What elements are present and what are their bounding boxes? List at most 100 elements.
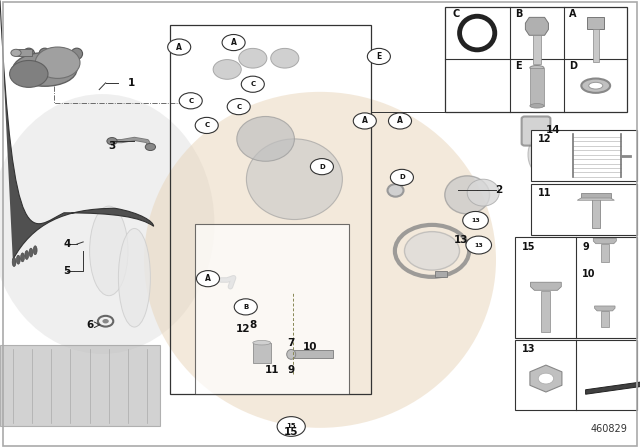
Text: 9: 9 [582, 242, 589, 252]
Polygon shape [530, 365, 562, 392]
Bar [291, 350, 333, 358]
Ellipse shape [581, 78, 610, 93]
Text: 13: 13 [474, 242, 483, 248]
Text: 10: 10 [582, 269, 596, 279]
Bar [530, 68, 544, 106]
Bar [16, 49, 32, 56]
FancyBboxPatch shape [522, 116, 550, 146]
Ellipse shape [237, 116, 294, 161]
Ellipse shape [90, 206, 128, 296]
Circle shape [213, 60, 241, 79]
Bar [588, 17, 604, 29]
Circle shape [179, 93, 202, 109]
Circle shape [463, 211, 488, 229]
Text: 15: 15 [284, 427, 298, 437]
Bar [601, 311, 609, 327]
Text: C: C [188, 98, 193, 104]
Bar [593, 29, 599, 62]
Circle shape [388, 113, 412, 129]
Text: 11: 11 [265, 365, 279, 375]
Circle shape [390, 169, 413, 185]
Ellipse shape [13, 52, 77, 86]
Bar [592, 199, 600, 228]
Circle shape [241, 76, 264, 92]
Text: C: C [452, 9, 460, 19]
Ellipse shape [445, 176, 490, 214]
Text: 1: 1 [127, 78, 135, 88]
Polygon shape [586, 379, 640, 394]
Text: E: E [376, 52, 381, 61]
Circle shape [145, 143, 156, 151]
Circle shape [234, 299, 257, 315]
Text: 13: 13 [522, 344, 535, 353]
Circle shape [11, 49, 21, 56]
Text: E: E [515, 61, 522, 71]
Bar [531, 184, 637, 235]
Text: B: B [243, 304, 248, 310]
Circle shape [102, 319, 109, 323]
Text: A: A [176, 43, 182, 52]
Ellipse shape [39, 48, 51, 60]
Ellipse shape [29, 248, 33, 257]
Bar [515, 340, 637, 410]
Circle shape [353, 113, 376, 129]
Text: A: A [205, 274, 211, 283]
Text: B: B [515, 9, 522, 19]
Ellipse shape [144, 92, 496, 428]
Circle shape [367, 48, 390, 65]
Circle shape [222, 34, 245, 51]
Circle shape [538, 373, 554, 384]
Bar [170, 25, 371, 394]
Ellipse shape [253, 340, 271, 345]
Bar [253, 343, 271, 363]
Text: 11: 11 [538, 188, 551, 198]
Ellipse shape [17, 255, 20, 264]
Text: A: A [397, 116, 403, 125]
Text: A: A [230, 38, 237, 47]
Ellipse shape [589, 82, 603, 89]
Ellipse shape [12, 258, 16, 267]
Circle shape [404, 232, 460, 270]
Ellipse shape [118, 228, 150, 327]
Ellipse shape [246, 139, 342, 220]
Ellipse shape [388, 184, 404, 197]
Text: 2: 2 [495, 185, 503, 195]
Polygon shape [525, 17, 548, 35]
Circle shape [227, 99, 250, 115]
Circle shape [35, 47, 80, 78]
Text: 14: 14 [547, 125, 561, 135]
Polygon shape [593, 238, 616, 244]
Text: 8: 8 [249, 320, 257, 330]
Ellipse shape [25, 250, 29, 259]
Text: D: D [319, 164, 324, 170]
Text: C: C [236, 103, 241, 110]
PathPatch shape [13, 208, 154, 260]
Text: 10: 10 [303, 342, 317, 352]
Ellipse shape [528, 135, 554, 174]
Circle shape [271, 48, 299, 68]
Text: 7: 7 [287, 338, 295, 348]
Circle shape [10, 60, 48, 87]
Polygon shape [595, 306, 615, 311]
Text: 5: 5 [63, 266, 71, 276]
Text: 13: 13 [454, 235, 468, 245]
Bar [445, 7, 627, 112]
Text: 3: 3 [108, 141, 116, 151]
Circle shape [107, 138, 117, 145]
Text: 6: 6 [86, 320, 93, 330]
Text: 4: 4 [63, 239, 71, 249]
Text: C: C [250, 81, 255, 87]
Polygon shape [531, 282, 561, 290]
Text: 13: 13 [471, 218, 480, 223]
Ellipse shape [530, 65, 544, 70]
Text: A: A [362, 116, 368, 125]
Circle shape [239, 48, 267, 68]
Bar [515, 237, 637, 338]
Text: 15: 15 [286, 423, 296, 430]
Polygon shape [581, 193, 611, 198]
Bar [195, 224, 349, 394]
Circle shape [196, 271, 220, 287]
Circle shape [310, 159, 333, 175]
Bar [435, 271, 447, 277]
Circle shape [277, 417, 305, 436]
